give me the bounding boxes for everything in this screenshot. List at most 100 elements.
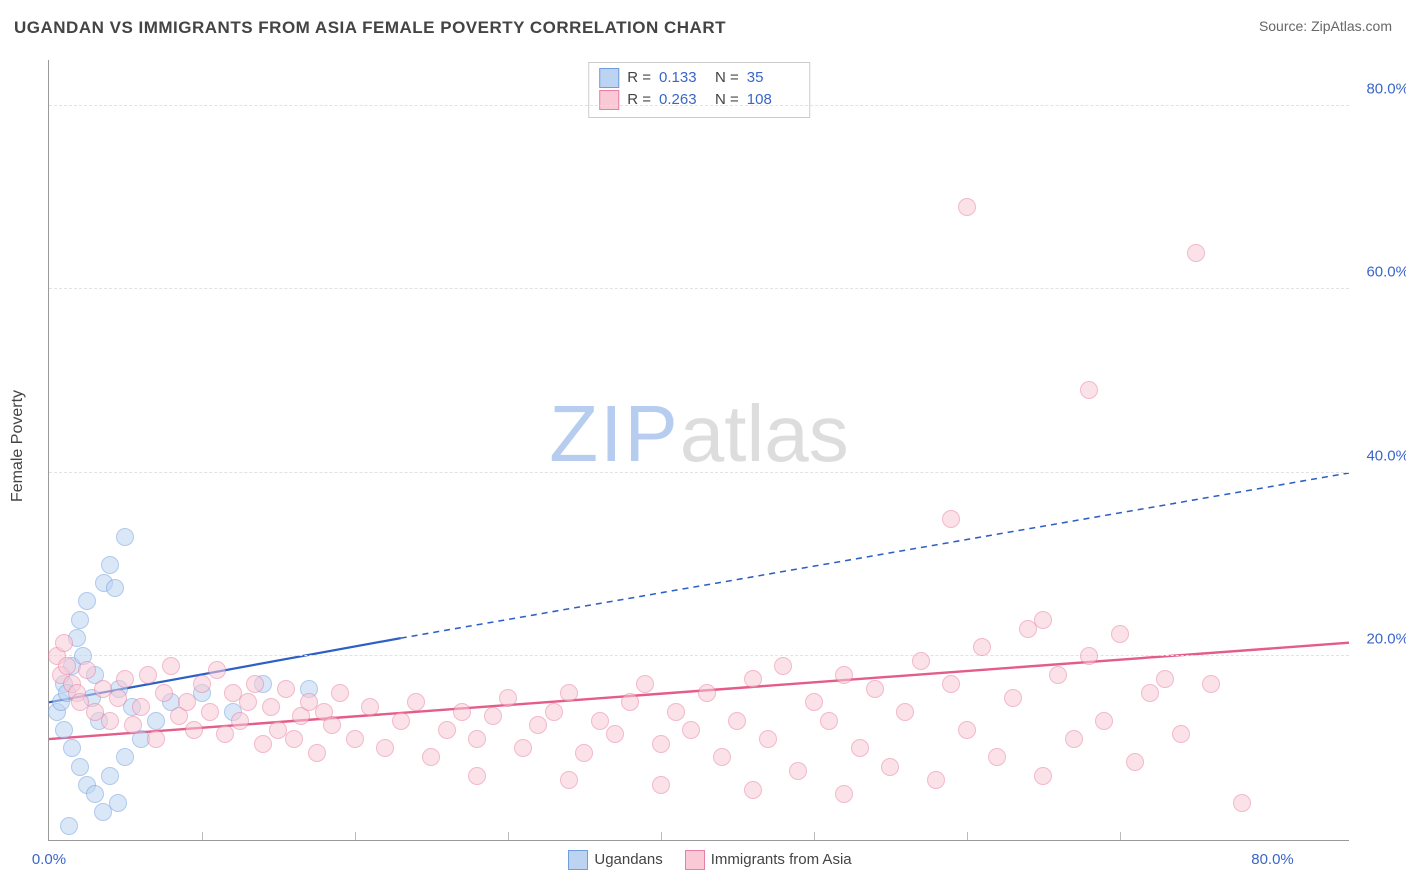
data-point-asia bbox=[820, 712, 838, 730]
data-point-asia bbox=[881, 758, 899, 776]
data-point-asia bbox=[155, 684, 173, 702]
x-minor-tick bbox=[814, 832, 815, 840]
data-point-asia bbox=[438, 721, 456, 739]
data-point-asia bbox=[958, 198, 976, 216]
data-point-asia bbox=[453, 703, 471, 721]
data-point-asia bbox=[124, 716, 142, 734]
data-point-asia bbox=[468, 767, 486, 785]
data-point-asia bbox=[621, 693, 639, 711]
legend-swatch-asia bbox=[685, 850, 705, 870]
legend-label-ugandans: Ugandans bbox=[594, 851, 662, 868]
data-point-asia bbox=[178, 693, 196, 711]
data-point-asia bbox=[744, 670, 762, 688]
watermark: ZIPatlas bbox=[549, 388, 848, 480]
chart-title: UGANDAN VS IMMIGRANTS FROM ASIA FEMALE P… bbox=[14, 18, 726, 37]
gridline bbox=[49, 655, 1349, 656]
x-minor-tick bbox=[661, 832, 662, 840]
data-point-asia bbox=[667, 703, 685, 721]
gridline bbox=[49, 472, 1349, 473]
data-point-asia bbox=[575, 744, 593, 762]
data-point-ugandans bbox=[71, 758, 89, 776]
data-point-asia bbox=[896, 703, 914, 721]
data-point-asia bbox=[132, 698, 150, 716]
scatter-plot-area: ZIPatlas R =0.133N =35R =0.263N =108 Uga… bbox=[48, 60, 1349, 841]
data-point-asia bbox=[422, 748, 440, 766]
data-point-asia bbox=[912, 652, 930, 670]
data-point-asia bbox=[851, 739, 869, 757]
data-point-asia bbox=[560, 771, 578, 789]
data-point-asia bbox=[361, 698, 379, 716]
data-point-asia bbox=[231, 712, 249, 730]
data-point-asia bbox=[744, 781, 762, 799]
y-axis-label: Female Poverty bbox=[9, 390, 27, 502]
data-point-asia bbox=[805, 693, 823, 711]
data-point-asia bbox=[1141, 684, 1159, 702]
data-point-asia bbox=[529, 716, 547, 734]
data-point-asia bbox=[636, 675, 654, 693]
legend-label-asia: Immigrants from Asia bbox=[711, 851, 852, 868]
data-point-asia bbox=[652, 735, 670, 753]
data-point-asia bbox=[285, 730, 303, 748]
stats-row-ugandans: R =0.133N =35 bbox=[599, 67, 795, 89]
data-point-asia bbox=[713, 748, 731, 766]
data-point-ugandans bbox=[109, 794, 127, 812]
data-point-asia bbox=[254, 735, 272, 753]
data-point-ugandans bbox=[116, 748, 134, 766]
data-point-ugandans bbox=[116, 528, 134, 546]
data-point-asia bbox=[216, 725, 234, 743]
data-point-asia bbox=[55, 634, 73, 652]
data-point-asia bbox=[973, 638, 991, 656]
data-point-asia bbox=[1156, 670, 1174, 688]
data-point-ugandans bbox=[101, 767, 119, 785]
data-point-asia bbox=[1080, 381, 1098, 399]
data-point-ugandans bbox=[86, 785, 104, 803]
y-tick-label: 40.0% bbox=[1366, 447, 1406, 464]
data-point-asia bbox=[109, 689, 127, 707]
data-point-asia bbox=[407, 693, 425, 711]
data-point-asia bbox=[560, 684, 578, 702]
data-point-asia bbox=[728, 712, 746, 730]
data-point-asia bbox=[514, 739, 532, 757]
y-tick-label: 20.0% bbox=[1366, 631, 1406, 648]
data-point-asia bbox=[308, 744, 326, 762]
data-point-asia bbox=[1233, 794, 1251, 812]
series-legend: Ugandans Immigrants from Asia bbox=[49, 850, 1349, 870]
data-point-asia bbox=[101, 712, 119, 730]
data-point-ugandans bbox=[71, 611, 89, 629]
data-point-ugandans bbox=[106, 579, 124, 597]
y-tick-label: 60.0% bbox=[1366, 264, 1406, 281]
data-point-asia bbox=[1049, 666, 1067, 684]
data-point-asia bbox=[162, 657, 180, 675]
data-point-asia bbox=[58, 657, 76, 675]
data-point-asia bbox=[193, 675, 211, 693]
data-point-asia bbox=[499, 689, 517, 707]
x-minor-tick bbox=[1120, 832, 1121, 840]
data-point-asia bbox=[201, 703, 219, 721]
x-tick-label: 0.0% bbox=[32, 851, 66, 868]
legend-swatch-ugandans bbox=[568, 850, 588, 870]
data-point-asia bbox=[208, 661, 226, 679]
x-minor-tick bbox=[202, 832, 203, 840]
data-point-asia bbox=[376, 739, 394, 757]
source-link[interactable]: ZipAtlas.com bbox=[1311, 18, 1392, 34]
data-point-asia bbox=[606, 725, 624, 743]
data-point-asia bbox=[78, 661, 96, 679]
data-point-asia bbox=[835, 785, 853, 803]
data-point-asia bbox=[277, 680, 295, 698]
data-point-asia bbox=[1004, 689, 1022, 707]
data-point-asia bbox=[1034, 767, 1052, 785]
data-point-asia bbox=[185, 721, 203, 739]
data-point-asia bbox=[1095, 712, 1113, 730]
data-point-asia bbox=[346, 730, 364, 748]
data-point-asia bbox=[331, 684, 349, 702]
data-point-asia bbox=[239, 693, 257, 711]
data-point-asia bbox=[139, 666, 157, 684]
data-point-asia bbox=[927, 771, 945, 789]
data-point-ugandans bbox=[60, 817, 78, 835]
data-point-asia bbox=[116, 670, 134, 688]
x-minor-tick bbox=[967, 832, 968, 840]
data-point-asia bbox=[942, 675, 960, 693]
data-point-asia bbox=[484, 707, 502, 725]
data-point-asia bbox=[789, 762, 807, 780]
data-point-asia bbox=[1065, 730, 1083, 748]
